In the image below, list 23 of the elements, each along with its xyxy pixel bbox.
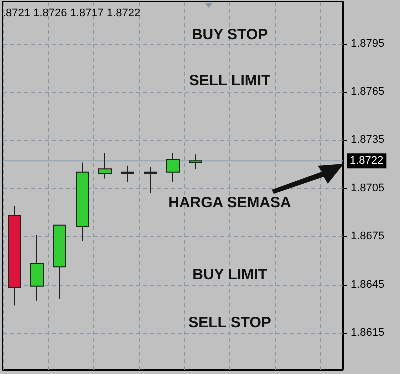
y-tick-label: 1.8675 <box>351 230 385 243</box>
ref-line-label: 1.8722 <box>350 155 384 168</box>
y-tick-label: 1.8795 <box>351 38 385 50</box>
candlestick <box>189 154 202 170</box>
annotation: SELL STOP <box>188 314 272 332</box>
annotation: SELL LIMIT <box>189 72 271 90</box>
candlestick <box>8 206 21 306</box>
annotation: HARGA SEMASA <box>168 194 292 212</box>
candlestick <box>166 152 180 182</box>
candlestick <box>144 167 157 194</box>
candlestick <box>98 152 112 180</box>
annotation: BUY LIMIT <box>192 266 268 284</box>
candlestick <box>76 162 89 242</box>
candlestick <box>121 165 134 182</box>
y-tick-label: 1.8735 <box>351 134 385 146</box>
candlestick <box>30 234 44 302</box>
y-tick-label: 1.8645 <box>351 278 385 291</box>
candlestick <box>53 224 66 300</box>
annotation: .8721 1.8726 1.8717 1.8722 <box>3 8 141 20</box>
annotation: BUY STOP <box>192 26 268 44</box>
y-tick-label: 1.8765 <box>351 86 385 98</box>
y-tick-label: 1.8615 <box>351 327 385 340</box>
y-tick-label: 1.8705 <box>351 182 385 194</box>
